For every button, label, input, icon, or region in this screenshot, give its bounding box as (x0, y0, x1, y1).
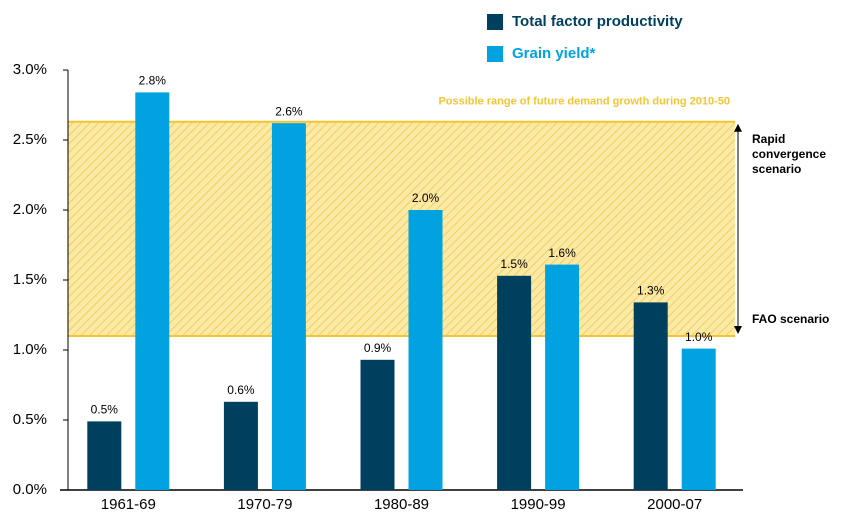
value-label: 2.6% (275, 104, 303, 118)
bar (135, 92, 170, 491)
value-label: 0.6% (227, 383, 255, 397)
bar (271, 123, 306, 490)
bar (545, 264, 580, 490)
value-label: 2.8% (139, 74, 167, 88)
value-label: 1.0% (685, 330, 713, 344)
value-label: 1.6% (548, 246, 576, 260)
bar (497, 275, 532, 490)
x-tick-label: 1980-89 (374, 496, 429, 513)
legend-swatch (487, 46, 503, 62)
bar (360, 359, 395, 490)
legend-swatch (487, 14, 503, 30)
bar (681, 348, 716, 490)
y-tick-label: 0.5% (13, 411, 47, 428)
y-tick-label: 1.5% (13, 271, 47, 288)
legend-label: Grain yield* (512, 45, 596, 62)
upper-scenario-label: convergence (752, 147, 826, 161)
value-label: 0.9% (364, 341, 392, 355)
x-tick-label: 2000-07 (647, 496, 702, 513)
lower-scenario-label: FAO scenario (752, 312, 829, 326)
bar (633, 302, 668, 490)
bar (223, 401, 258, 490)
legend-label: Total factor productivity (512, 13, 683, 30)
x-tick-label: 1961-69 (101, 496, 156, 513)
value-label: 0.5% (91, 403, 119, 417)
band-label: Possible range of future demand growth d… (438, 96, 730, 108)
y-tick-label: 3.0% (13, 61, 47, 78)
upper-scenario-label: Rapid (752, 132, 785, 146)
y-tick-label: 2.5% (13, 131, 47, 148)
value-label: 1.5% (500, 257, 528, 271)
upper-scenario-label: scenario (752, 162, 801, 176)
value-label: 1.3% (637, 284, 665, 298)
bar (87, 421, 122, 490)
y-tick-label: 1.0% (13, 341, 47, 358)
y-tick-label: 2.0% (13, 201, 47, 218)
range-band (68, 121, 735, 336)
value-label: 2.0% (412, 191, 440, 205)
y-tick-label: 0.0% (13, 481, 47, 498)
x-tick-label: 1970-79 (237, 496, 292, 513)
bar (408, 210, 443, 490)
x-tick-label: 1990-99 (511, 496, 566, 513)
